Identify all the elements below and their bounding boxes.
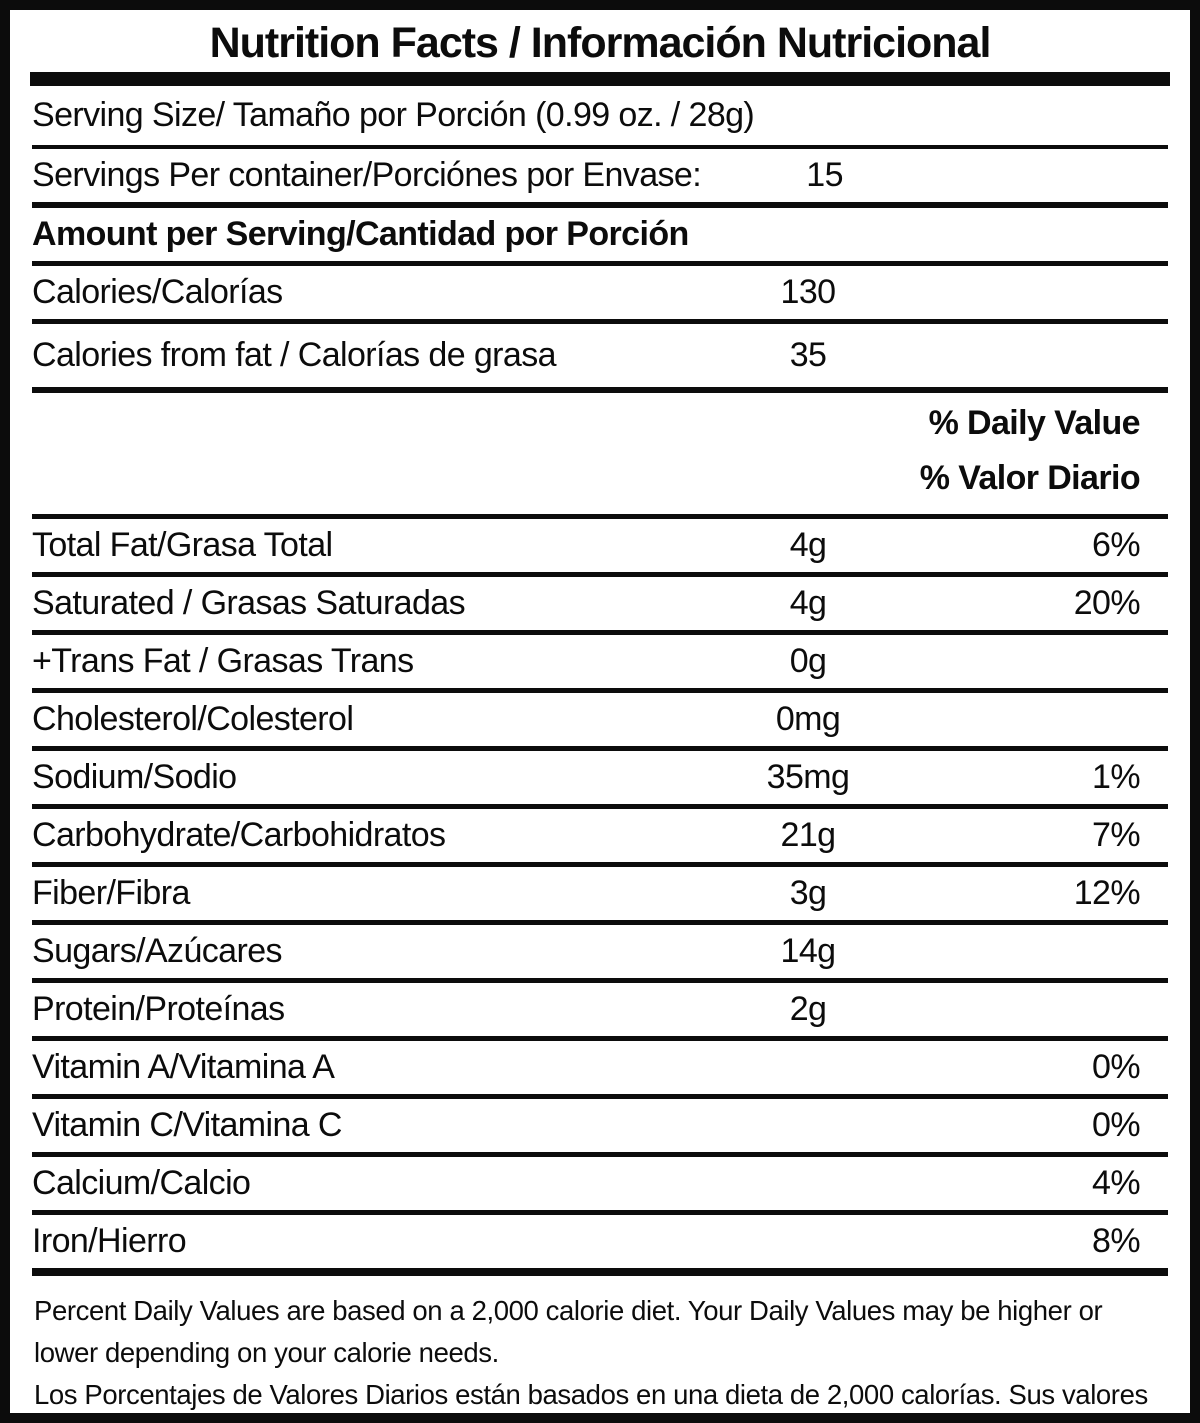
nutrient-label: +Trans Fat / Grasas Trans xyxy=(32,642,414,680)
calories-value: 130 xyxy=(780,273,837,311)
nutrient-row-protein: Protein/Proteínas 2g xyxy=(32,983,1168,1041)
amount-per-serving-heading: Amount per Serving/Cantidad por Porción xyxy=(32,215,689,253)
nutrient-row-carbohydrate: Carbohydrate/Carbohidratos 21g 7% xyxy=(32,809,1168,867)
nutrient-row-vitamin-c: Vitamin C/Vitamina C 0% xyxy=(32,1099,1168,1157)
daily-value-heading-en: % Daily Value xyxy=(928,404,1141,442)
nutrient-label: Protein/Proteínas xyxy=(32,990,285,1028)
calories-label: Calories/Calorías xyxy=(32,273,283,311)
nutrient-label: Carbohydrate/Carbohidratos xyxy=(32,816,446,854)
daily-value-heading-block: % Daily Value % Valor Diario xyxy=(32,393,1168,519)
daily-value-heading-es: % Valor Diario xyxy=(919,459,1141,497)
nutrient-row-cholesterol: Cholesterol/Colesterol 0mg xyxy=(32,693,1168,751)
footnotes: Percent Daily Values are based on a 2,00… xyxy=(34,1290,1166,1413)
nutrient-label: Cholesterol/Colesterol xyxy=(32,700,354,738)
calories-from-fat-label: Calories from fat / Calorías de grasa xyxy=(32,336,557,374)
servings-per-container-label: Servings Per container/Porciónes por Env… xyxy=(32,156,702,194)
label-title: Nutrition Facts / Información Nutriciona… xyxy=(209,19,992,67)
amount-per-serving-heading-row: Amount per Serving/Cantidad por Porción xyxy=(32,208,1168,266)
nutrient-dv: 1% xyxy=(1092,758,1141,796)
servings-per-container-value: 15 xyxy=(806,156,843,194)
nutrient-label: Iron/Hierro xyxy=(32,1222,187,1260)
nutrient-label: Saturated / Grasas Saturadas xyxy=(32,584,466,622)
nutrient-dv: 6% xyxy=(1092,526,1141,564)
nutrient-row-trans-fat: +Trans Fat / Grasas Trans 0g xyxy=(32,635,1168,693)
nutrient-dv: 0% xyxy=(1092,1106,1141,1144)
footnote-english: Percent Daily Values are based on a 2,00… xyxy=(34,1295,1103,1368)
nutrient-dv: 0% xyxy=(1092,1048,1141,1086)
title-divider-bar xyxy=(30,72,1170,86)
calories-row: Calories/Calorías 130 xyxy=(32,266,1168,324)
nutrient-dv: 20% xyxy=(1073,584,1141,622)
footnote-spanish: Los Porcentajes de Valores Diarios están… xyxy=(34,1378,1148,1410)
nutrient-row-saturated-fat: Saturated / Grasas Saturadas 4g 20% xyxy=(32,577,1168,635)
nutrient-row-vitamin-a: Vitamin A/Vitamina A 0% xyxy=(32,1041,1168,1099)
nutrient-dv: 8% xyxy=(1092,1222,1141,1260)
nutrient-row-sodium: Sodium/Sodio 35mg 1% xyxy=(32,751,1168,809)
nutrient-amount: 4g xyxy=(789,584,827,622)
nutrient-label: Total Fat/Grasa Total xyxy=(32,526,333,564)
nutrient-amount: 3g xyxy=(789,874,827,912)
nutrient-amount: 4g xyxy=(789,526,827,564)
serving-size-row: Serving Size/ Tamaño por Porción (0.99 o… xyxy=(32,86,1168,149)
nutrient-amount: 21g xyxy=(780,816,837,854)
nutrient-row-calcium: Calcium/Calcio 4% xyxy=(32,1157,1168,1215)
nutrient-amount: 0g xyxy=(789,642,827,680)
nutrient-label: Calcium/Calcio xyxy=(32,1164,251,1202)
nutrient-label: Fiber/Fibra xyxy=(32,874,190,912)
nutrient-dv: 7% xyxy=(1092,816,1141,854)
nutrient-dv: 12% xyxy=(1073,874,1141,912)
nutrient-amount: 35mg xyxy=(766,758,850,796)
nutrient-amount: 2g xyxy=(789,990,827,1028)
nutrient-label: Vitamin C/Vitamina C xyxy=(32,1106,342,1144)
servings-per-container-row: Servings Per container/Porciónes por Env… xyxy=(32,149,1168,208)
nutrient-label: Vitamin A/Vitamina A xyxy=(32,1048,335,1086)
calories-from-fat-row: Calories from fat / Calorías de grasa 35 xyxy=(32,324,1168,393)
nutrient-row-total-fat: Total Fat/Grasa Total 4g 6% xyxy=(32,519,1168,577)
serving-size-label: Serving Size/ Tamaño por Porción (0.99 o… xyxy=(32,96,755,134)
nutrient-row-sugars: Sugars/Azúcares 14g xyxy=(32,925,1168,983)
nutrient-amount: 14g xyxy=(780,932,837,970)
calories-from-fat-value: 35 xyxy=(789,336,827,374)
nutrient-amount: 0mg xyxy=(775,700,841,738)
nutrient-label: Sugars/Azúcares xyxy=(32,932,283,970)
nutrient-row-fiber: Fiber/Fibra 3g 12% xyxy=(32,867,1168,925)
nutrient-row-iron: Iron/Hierro 8% xyxy=(32,1215,1168,1276)
nutrient-dv: 4% xyxy=(1092,1164,1141,1202)
nutrient-label: Sodium/Sodio xyxy=(32,758,237,796)
